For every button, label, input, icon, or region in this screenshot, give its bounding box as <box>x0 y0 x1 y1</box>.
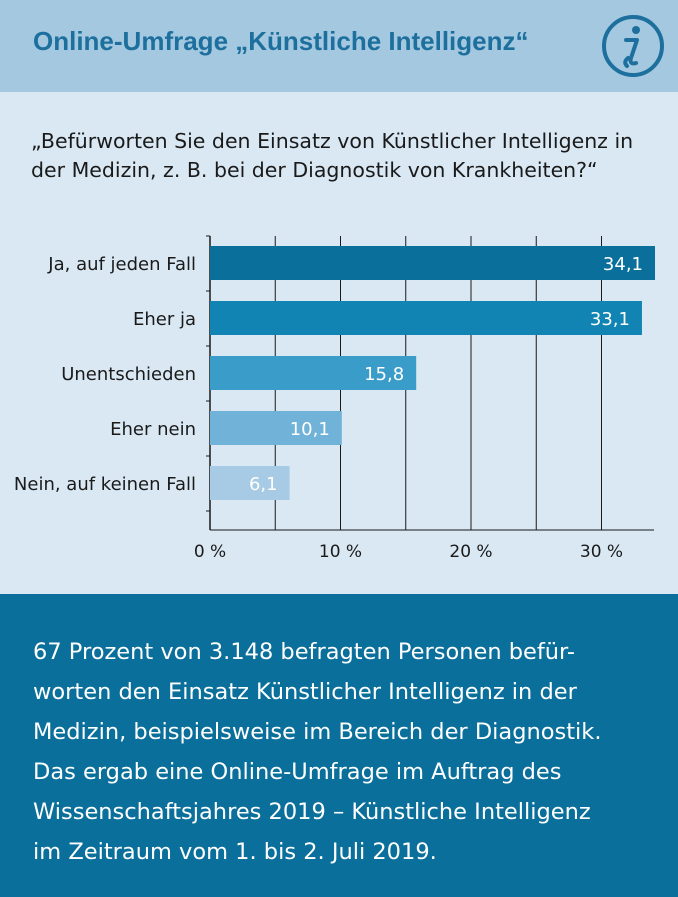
footer-panel <box>0 594 678 897</box>
bar-value-label: 10,1 <box>290 419 330 440</box>
bar <box>210 466 290 500</box>
x-tick-label: 10 % <box>319 542 362 562</box>
header-bar <box>0 0 678 92</box>
bar <box>210 301 642 335</box>
category-label: Eher ja <box>133 309 196 330</box>
category-label: Nein, auf keinen Fall <box>14 474 196 495</box>
category-label: Eher nein <box>110 419 196 440</box>
bar-value-label: 15,8 <box>364 364 404 385</box>
bar-value-label: 34,1 <box>603 254 643 275</box>
bar <box>210 356 417 390</box>
footer-text: 67 Prozent von 3.148 befragten Personen … <box>33 632 653 872</box>
category-label: Ja, auf jeden Fall <box>47 254 196 275</box>
bar-chart: 34,1 Ja, auf jeden Fall 33,1 Eher ja 15,8 Une… <box>14 235 656 562</box>
footer-line: 67 Prozent von 3.148 befragten Personen … <box>33 639 575 665</box>
bar-value-label: 6,1 <box>249 474 278 495</box>
footer-line: Das ergab eine Online-Umfrage im Auftrag… <box>33 759 562 785</box>
footer-line: Wissenschaftsjahres 2019 – Künstliche In… <box>33 799 591 825</box>
x-tick-label: 20 % <box>449 542 492 562</box>
footer-line: im Zeitraum vom 1. bis 2. Juli 2019. <box>33 839 437 865</box>
bar <box>210 246 656 280</box>
survey-question: „Befürworten Sie den Einsatz von Künstli… <box>31 129 634 182</box>
bar <box>210 411 342 445</box>
bar-value-label: 33,1 <box>590 309 630 330</box>
x-tick-label: 30 % <box>580 542 623 562</box>
page-title: Online-Umfrage „Künstliche Intelligenz“ <box>33 26 529 56</box>
chart-panel <box>0 92 678 594</box>
category-label: Unentschieden <box>61 364 196 385</box>
info-icon <box>602 15 664 77</box>
footer-line: Medizin, beispielsweise im Bereich der D… <box>33 719 602 745</box>
x-tick-label: 0 % <box>194 542 226 562</box>
footer-line: worten den Einsatz Künstlicher Intellige… <box>33 679 577 705</box>
